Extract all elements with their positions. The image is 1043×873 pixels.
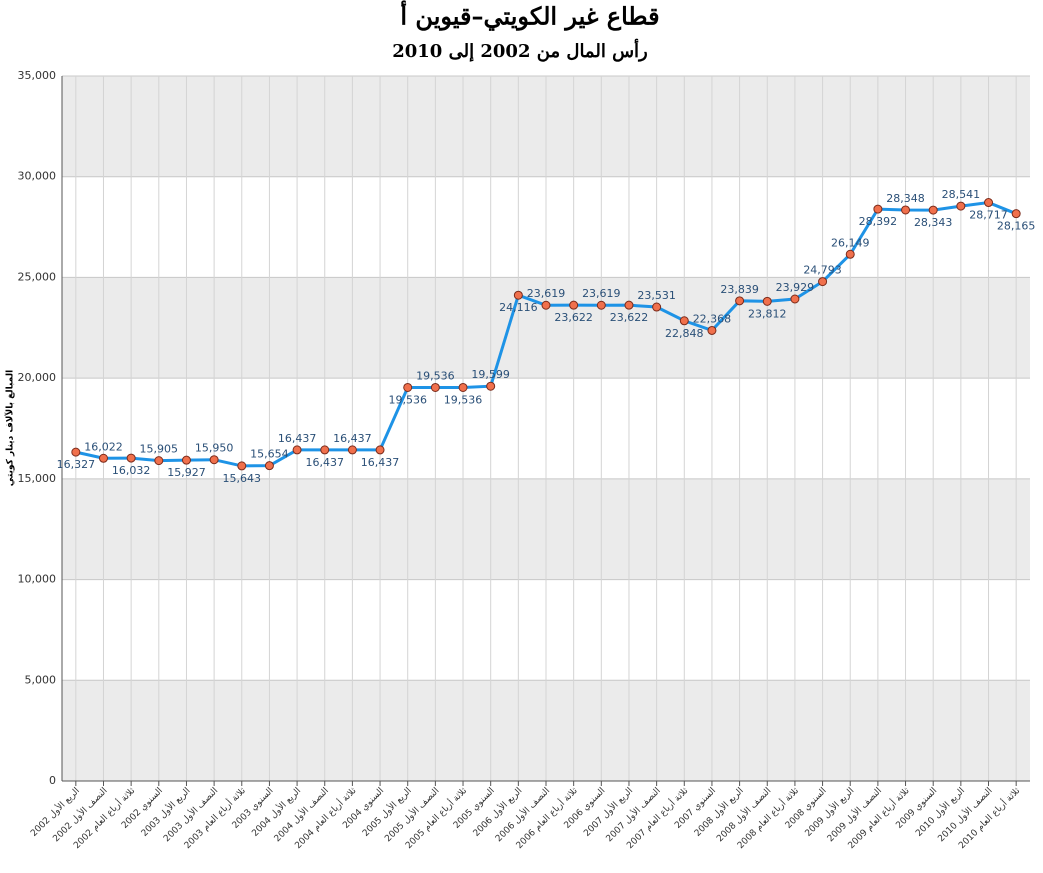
value-label: 16,327: [57, 458, 96, 471]
value-label: 23,531: [637, 289, 676, 302]
value-label: 23,622: [610, 311, 649, 324]
value-label: 15,643: [223, 472, 262, 485]
x-tick-label: الربع الأول 2005: [360, 785, 414, 839]
marker: [707, 325, 717, 335]
value-label: 19,536: [388, 393, 427, 406]
value-label: 15,654: [250, 448, 289, 461]
marker: [347, 445, 357, 455]
marker: [513, 290, 523, 300]
marker: [126, 453, 136, 463]
chart-title: قطاع غير الكويتي–قيوين أ: [400, 0, 659, 32]
marker: [541, 300, 551, 310]
x-tick-label: الربع الأول 2008: [692, 785, 746, 839]
value-label: 28,343: [914, 216, 953, 229]
value-label: 28,541: [942, 188, 981, 201]
x-tick-label: الربع الأول 2010: [913, 785, 967, 839]
marker: [652, 302, 662, 312]
y-tick-label: 10,000: [18, 573, 57, 586]
y-tick-label: 30,000: [18, 170, 57, 183]
marker: [569, 300, 579, 310]
marker: [679, 316, 689, 326]
marker: [264, 461, 274, 471]
marker: [98, 453, 108, 463]
marker: [596, 300, 606, 310]
marker: [458, 382, 468, 392]
value-label: 23,812: [748, 307, 787, 320]
value-label: 23,619: [527, 287, 566, 300]
marker: [762, 296, 772, 306]
marker: [237, 461, 247, 471]
marker: [624, 300, 634, 310]
marker: [735, 296, 745, 306]
value-label: 26,149: [831, 236, 870, 249]
y-axis-label: المبالغ بالآلاف دينار كويتي: [4, 370, 16, 486]
value-label: 23,619: [582, 287, 621, 300]
marker: [956, 201, 966, 211]
marker: [984, 198, 994, 208]
value-label: 28,392: [859, 215, 898, 228]
x-tick-label: الربع الأول 2002: [28, 785, 82, 839]
marker: [430, 382, 440, 392]
marker: [873, 204, 883, 214]
value-label: 16,437: [278, 432, 317, 445]
marker: [1011, 209, 1021, 219]
marker: [790, 294, 800, 304]
marker: [928, 205, 938, 215]
value-label: 24,116: [499, 301, 538, 314]
value-label: 22,848: [665, 327, 704, 340]
marker: [181, 455, 191, 465]
marker: [320, 445, 330, 455]
marker: [901, 205, 911, 215]
x-tick-label: الربع الأول 2009: [802, 785, 856, 839]
y-tick-label: 5,000: [25, 673, 57, 686]
marker: [375, 445, 385, 455]
chart-subtitle: رأس المال من 2002 إلى 2010: [392, 39, 648, 62]
y-tick-label: 0: [49, 774, 56, 787]
value-label: 16,022: [84, 440, 123, 453]
marker: [154, 456, 164, 466]
marker: [292, 445, 302, 455]
value-label: 23,622: [554, 311, 593, 324]
marker: [209, 455, 219, 465]
value-label: 28,165: [997, 220, 1036, 233]
value-label: 23,929: [776, 281, 815, 294]
marker: [403, 382, 413, 392]
y-tick-label: 35,000: [18, 69, 57, 82]
x-tick-label: الربع الأول 2004: [249, 785, 303, 839]
value-label: 15,927: [167, 466, 206, 479]
value-label: 24,793: [803, 264, 842, 277]
value-label: 16,437: [305, 456, 344, 469]
value-label: 19,536: [416, 369, 455, 382]
value-label: 15,950: [195, 442, 234, 455]
y-tick-label: 25,000: [18, 270, 57, 283]
y-tick-label: 20,000: [18, 371, 57, 384]
marker: [71, 447, 81, 457]
x-tick-label: الربع الأول 2007: [581, 785, 635, 839]
y-tick-label: 15,000: [18, 472, 57, 485]
x-tick-label: الربع الأول 2006: [470, 785, 524, 839]
value-label: 23,839: [720, 283, 759, 296]
value-label: 22,368: [693, 312, 732, 325]
value-label: 16,032: [112, 464, 151, 477]
value-label: 19,599: [471, 368, 510, 381]
value-label: 16,437: [333, 432, 372, 445]
marker: [818, 277, 828, 287]
value-label: 28,348: [886, 192, 925, 205]
value-label: 15,905: [140, 443, 179, 456]
value-label: 28,717: [969, 209, 1008, 222]
marker: [845, 249, 855, 259]
value-label: 16,437: [361, 456, 400, 469]
marker: [486, 381, 496, 391]
value-label: 19,536: [444, 393, 483, 406]
x-tick-label: الربع الأول 2003: [138, 785, 192, 839]
